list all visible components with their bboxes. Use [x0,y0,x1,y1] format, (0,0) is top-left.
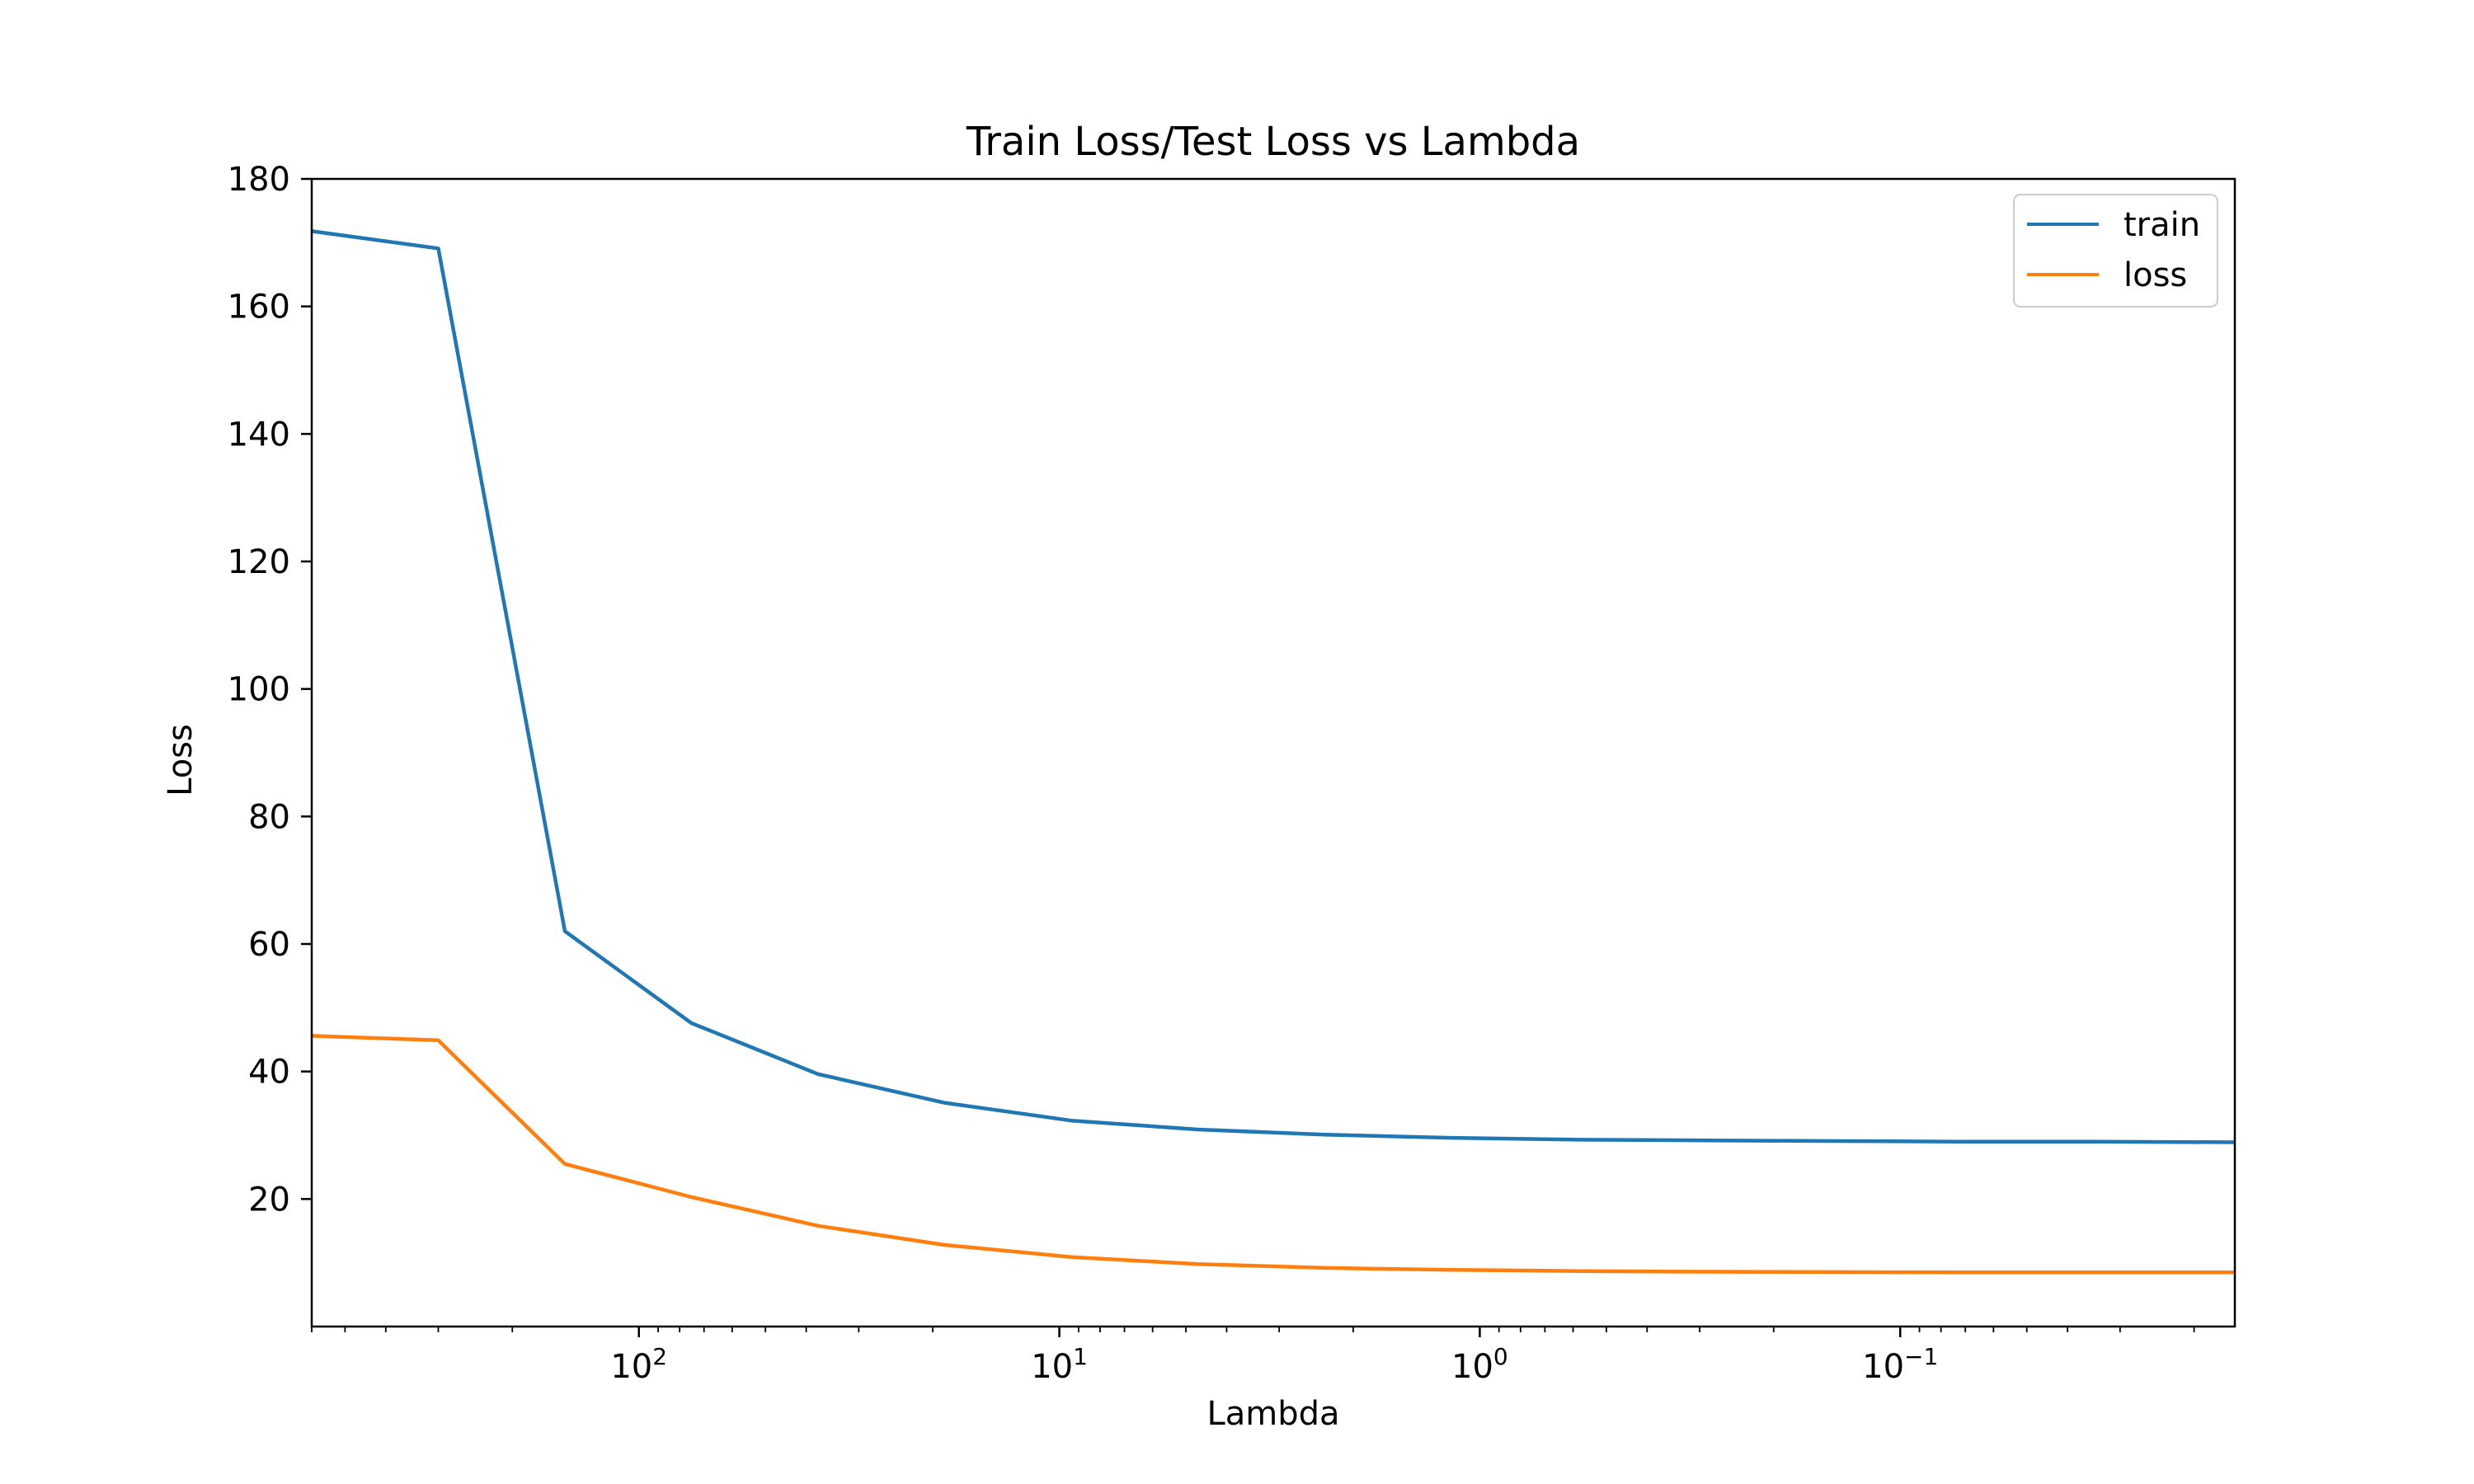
legend: train loss [2013,194,2218,308]
y-tick-label: 100 [228,671,290,709]
y-tick-label: 180 [228,161,290,199]
series-line-train [311,229,2236,1144]
y-axis-label: Loss [162,724,200,796]
series-layer [311,229,2236,1275]
x-tick-label: 10−1 [1862,1343,1938,1386]
y-axis-ticks: 20 40 60 80 100 120 140 160 180 [228,161,312,1219]
legend-label-loss: loss [2124,256,2187,294]
chart-title: Train Loss/Test Loss vs Lambda [966,119,1580,165]
y-tick-label: 80 [248,798,290,836]
x-axis-ticks: 102 101 100 10−1 [311,1327,2195,1386]
y-tick-label: 60 [248,926,290,964]
x-tick-label: 101 [1031,1343,1088,1386]
plot-frame [310,177,2236,1328]
series-line-loss [311,1034,2235,1275]
x-tick-label: 100 [1451,1343,1508,1386]
y-tick-label: 140 [228,416,290,453]
x-tick-label: 102 [610,1343,667,1386]
y-tick-label: 160 [228,289,290,326]
y-tick-label: 20 [248,1181,290,1219]
y-tick-label: 120 [228,543,290,581]
y-tick-label: 40 [248,1054,290,1092]
x-axis-label: Lambda [1206,1395,1339,1433]
legend-label-train: train [2124,206,2200,244]
